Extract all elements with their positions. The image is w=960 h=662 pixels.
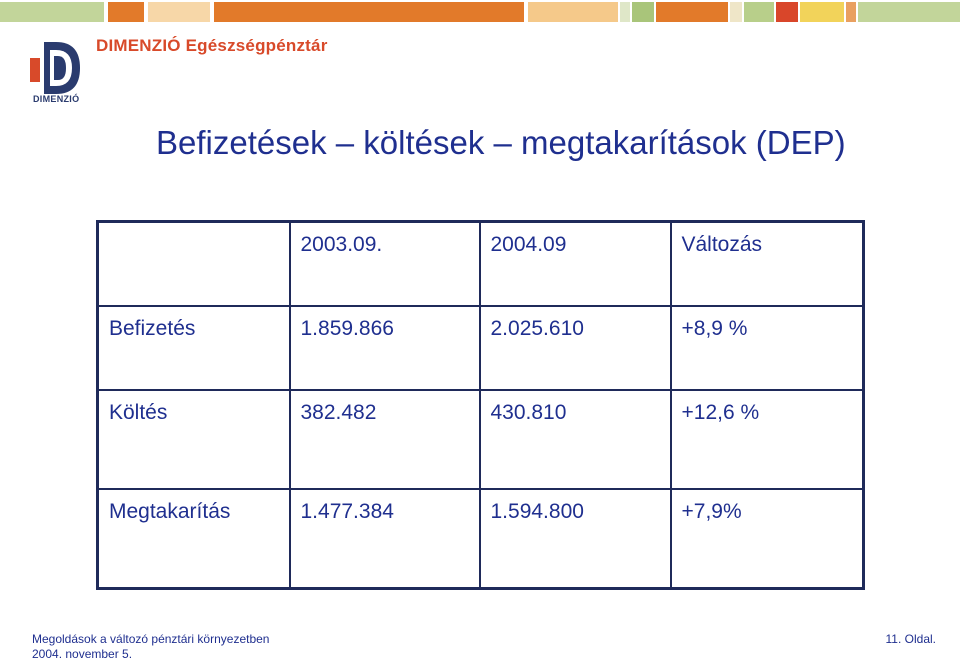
table-cell: +7,9%: [669, 488, 865, 590]
table-row: Befizetés 1.859.866 2.025.610 +8,9 %: [96, 305, 865, 391]
table-header-cell: Változás: [669, 220, 865, 307]
top-color-bar: [0, 0, 960, 24]
bar-segment: [776, 2, 798, 22]
bar-segment: [528, 2, 618, 22]
table-cell: 1.477.384: [288, 488, 481, 590]
bar-segment: [730, 2, 742, 22]
table-cell: 2.025.610: [478, 305, 672, 391]
bar-segment: [620, 2, 630, 22]
bar-segment: [214, 2, 524, 22]
bar-segment: [148, 2, 210, 22]
bar-segment: [744, 2, 774, 22]
table-row: Megtakarítás 1.477.384 1.594.800 +7,9%: [96, 488, 865, 590]
table-header-cell: [96, 220, 291, 307]
logo-label: DIMENZIÓ: [33, 94, 80, 104]
table-header-cell: 2004.09: [478, 220, 672, 307]
bar-segment: [0, 2, 104, 22]
table-cell: Költés: [96, 389, 291, 490]
table-cell: +12,6 %: [669, 389, 865, 490]
bar-segment: [800, 2, 844, 22]
table-header-cell: 2003.09.: [288, 220, 481, 307]
bar-segment: [632, 2, 654, 22]
table-cell: 1.594.800: [478, 488, 672, 590]
dimenzio-logo-icon: [28, 38, 90, 110]
table-cell: +8,9 %: [669, 305, 865, 391]
bar-segment: [656, 2, 728, 22]
page-number: 11. Oldal.: [885, 632, 936, 646]
bar-segment: [858, 2, 960, 22]
footer-title: Megoldások a változó pénztári környezetb…: [32, 632, 270, 646]
table-cell: Befizetés: [96, 305, 291, 391]
slide-title: Befizetések – költések – megtakarítások …: [156, 124, 846, 161]
table-row: Költés 382.482 430.810 +12,6 %: [96, 389, 865, 490]
table-header-row: 2003.09. 2004.09 Változás: [96, 220, 865, 307]
table-cell: 430.810: [478, 389, 672, 490]
table-cell: 1.859.866: [288, 305, 481, 391]
brand-name: DIMENZIÓ Egészségpénztár: [96, 36, 328, 55]
bar-segment: [108, 2, 144, 22]
table-cell: Megtakarítás: [96, 488, 291, 590]
table-cell: 382.482: [288, 389, 481, 490]
bar-segment: [846, 2, 856, 22]
data-table: 2003.09. 2004.09 Változás Befizetés 1.85…: [96, 220, 865, 590]
footer-date: 2004. november 5.: [32, 647, 133, 661]
